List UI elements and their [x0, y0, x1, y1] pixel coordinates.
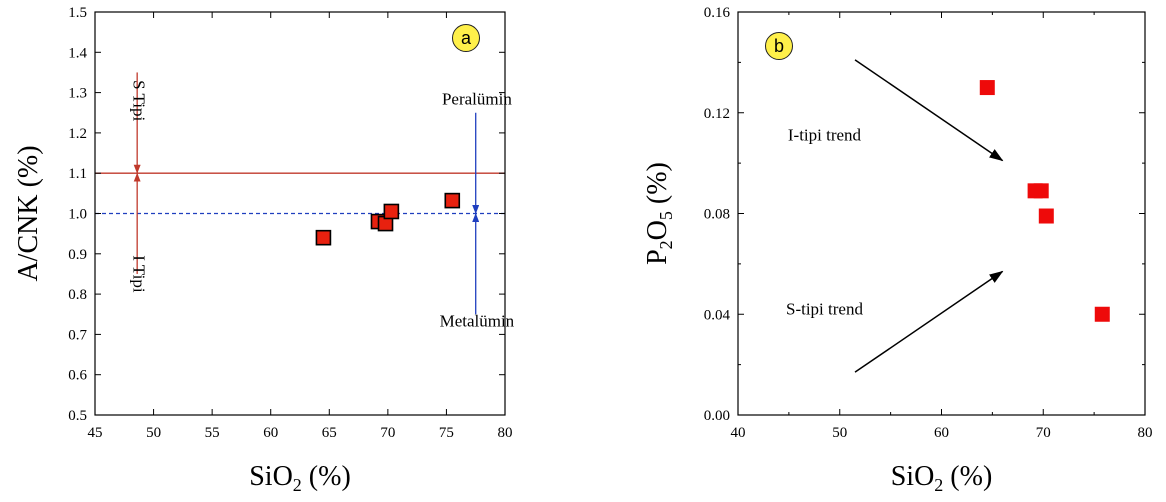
y-tick-label: 0.6: [68, 368, 87, 384]
y-tick-label: 0.16: [704, 5, 731, 21]
annotation-label: S Tipi: [130, 80, 149, 121]
x-tick-label: 50: [146, 425, 161, 441]
x-tick-label: 70: [380, 425, 395, 441]
plot-frame: [94, 11, 506, 416]
y-tick-label: 1.3: [68, 86, 87, 102]
axis-ticks: 45 50 55 60 65 70 75 80 0.5 0.6 0.7 0.8 0.9 1.0 1.1 1.2…: [68, 5, 512, 441]
x-tick-label: 65: [322, 425, 337, 441]
badge-label: b: [774, 36, 784, 56]
x-axis-title: SiO2 (%): [249, 461, 351, 495]
x-tick-label: 80: [498, 425, 513, 441]
y-tick-label: 0.8: [68, 287, 87, 303]
x-tick-label: 55: [205, 425, 220, 441]
x-tick-label: 45: [88, 425, 103, 441]
reference-lines: [95, 172, 505, 215]
y-tick-label: 1.0: [68, 207, 87, 223]
x-tick-label: 60: [263, 425, 278, 441]
x-tick-label: 70: [1036, 425, 1051, 441]
y-axis-title-sub1: 2: [656, 240, 676, 249]
x-tick-label: 60: [934, 425, 949, 441]
chart-b: 40 50 60 70 80 0.00 0.04 0.08 0.12 0.16 I-tipi tr…: [642, 5, 1153, 495]
data-point: [1038, 208, 1054, 224]
x-tick-label: 50: [832, 425, 847, 441]
trend-arrow: [854, 59, 1004, 162]
x-axis-title-main: SiO: [891, 461, 935, 492]
badge-label: a: [461, 28, 472, 48]
badge-circle: [452, 24, 480, 52]
y-axis-title: A/CNK (%): [13, 145, 44, 281]
y-tick-label: 1.5: [68, 5, 87, 21]
y-tick-label: 0.9: [68, 247, 87, 263]
panel-badge-a: a: [452, 24, 480, 52]
annotations: I-tipi trend S-tipi trend: [786, 125, 863, 318]
annotation-label: Metalümin: [440, 311, 515, 330]
data-point: [383, 203, 400, 220]
y-tick-label: 0.04: [704, 307, 731, 323]
y-tick-label: 0.08: [704, 207, 730, 223]
data-point: [315, 229, 332, 246]
badge-circle: [765, 32, 793, 60]
x-tick-label: 40: [731, 425, 746, 441]
y-axis-title-p: P: [642, 249, 673, 265]
annotation-arrows: [133, 72, 480, 315]
trend-arrow: [854, 270, 1004, 373]
annotations: S Tipi I Tipi Peralümin Metalümin: [130, 80, 515, 330]
x-axis-title-subscript: 2: [934, 475, 943, 495]
y-axis-title-o: O: [642, 220, 673, 240]
x-axis-title-unit: (%): [943, 461, 992, 492]
y-tick-label: 0.7: [68, 327, 87, 343]
panel-badge-b: b: [765, 32, 793, 60]
y-tick-label: 1.2: [68, 126, 87, 142]
data-point: [979, 80, 995, 96]
y-axis-title: P2O5 (%): [642, 162, 676, 265]
data-point: [444, 192, 461, 209]
trend-label: S-tipi trend: [786, 299, 863, 318]
y-tick-label: 0.5: [68, 408, 87, 424]
data-point: [1033, 183, 1049, 199]
y-axis-title-unit: (%): [642, 162, 673, 211]
data-points: [979, 80, 1110, 322]
x-axis-title-subscript: 2: [293, 475, 302, 495]
y-tick-label: 1.1: [68, 166, 87, 182]
axis-ticks: 40 50 60 70 80 0.00 0.04 0.08 0.12 0.16: [704, 5, 1153, 441]
chart-a: 45 50 55 60 65 70 75 80 0.5 0.6 0.7 0.8 0.9 1.0 1.1 1.2…: [13, 5, 515, 495]
y-axis-title-sub2: 5: [656, 211, 676, 220]
y-tick-label: 0.12: [704, 106, 730, 122]
x-axis-title-unit: (%): [302, 461, 351, 492]
trend-arrows: [854, 59, 1004, 373]
x-axis-title-main: SiO: [249, 461, 293, 492]
data-point: [1094, 306, 1110, 322]
y-tick-label: 0.00: [704, 408, 730, 424]
plot-frame: [737, 11, 1146, 416]
x-tick-label: 75: [439, 425, 454, 441]
annotation-label: Peralümin: [442, 90, 512, 109]
y-tick-label: 1.4: [68, 45, 87, 61]
x-axis-title: SiO2 (%): [891, 461, 993, 495]
annotation-label: I Tipi: [130, 255, 149, 293]
trend-label: I-tipi trend: [788, 125, 862, 144]
x-tick-label: 80: [1138, 425, 1153, 441]
data-points: [315, 192, 461, 246]
